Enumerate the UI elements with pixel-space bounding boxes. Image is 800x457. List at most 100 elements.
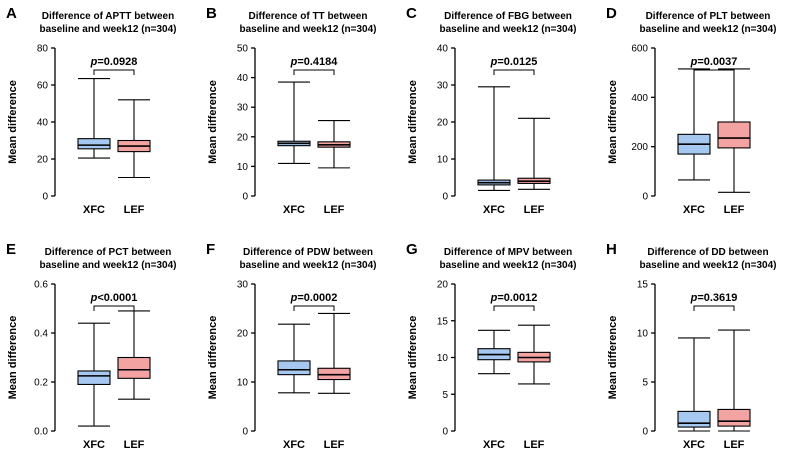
y-tick-label-g-0: 0 [442, 427, 448, 438]
y-tick-label-b-3: 30 [237, 103, 249, 114]
p-value-number-f: =0.0002 [297, 292, 337, 304]
box-lef-d [717, 121, 751, 149]
panel-letter-b: B [206, 5, 217, 22]
y-tick-label-d-2: 400 [631, 93, 648, 104]
panel-title-line1-b: Difference of TT between [249, 11, 368, 22]
p-value-d: p=0.0037 [690, 56, 738, 68]
p-value-number-d: =0.0037 [697, 56, 737, 68]
y-tick-label-f-2: 20 [237, 329, 249, 340]
y-tick-label-b-0: 0 [242, 192, 248, 203]
y-axis-label-h: Mean difference [607, 316, 619, 400]
panel-letter-g: G [406, 241, 418, 258]
panel-title-line2-c: baseline and week12 (n=304) [439, 24, 576, 35]
y-tick-label-e-3: 0.6 [34, 280, 48, 291]
y-tick-label-h-0: 0 [642, 427, 648, 438]
p-value-number-e: <0.0001 [97, 292, 137, 304]
y-tick-label-d-1: 200 [631, 142, 648, 153]
y-tick-label-d-3: 600 [631, 44, 648, 55]
y-tick-label-c-1: 10 [437, 155, 449, 166]
box-lef-h [717, 408, 751, 427]
y-tick-label-e-0: 0.0 [34, 427, 48, 438]
p-value-number-g: =0.0012 [497, 292, 537, 304]
significance-bracket-b [293, 69, 335, 75]
panel-title-line1-c: Difference of FBG between [444, 11, 572, 22]
y-axis-label-a: Mean difference [7, 80, 19, 164]
significance-bracket-g [493, 305, 535, 311]
panel-title-line1-a: Difference of APTT between [42, 11, 174, 22]
panel-letter-e: E [6, 241, 16, 258]
p-value-symbol-e: p [90, 292, 98, 304]
p-value-a: p=0.0928 [90, 56, 138, 68]
x-category-label-xfc-e: XFC [83, 439, 105, 451]
y-tick-label-a-4: 80 [37, 44, 49, 55]
y-tick-label-e-2: 0.4 [34, 329, 48, 340]
panel-letter-d: D [606, 5, 617, 22]
y-tick-label-f-3: 30 [237, 280, 249, 291]
y-axis-label-f: Mean difference [207, 316, 219, 400]
y-tick-label-g-2: 10 [437, 353, 449, 364]
x-category-label-lef-h: LEF [724, 439, 745, 451]
significance-bracket-d [693, 69, 735, 75]
y-tick-label-a-3: 60 [37, 81, 49, 92]
box-xfc-a [77, 138, 111, 150]
x-category-label-xfc-c: XFC [483, 204, 505, 216]
p-value-symbol-a: p [90, 56, 98, 68]
panel-letter-a: A [6, 5, 17, 22]
y-tick-label-c-2: 20 [437, 118, 449, 129]
y-tick-label-c-3: 30 [437, 81, 449, 92]
y-tick-label-a-2: 40 [37, 118, 49, 129]
panel-letter-c: C [406, 5, 417, 22]
significance-bracket-e [93, 305, 135, 311]
p-value-number-c: =0.0125 [497, 56, 537, 68]
p-value-b: p=0.4184 [290, 56, 339, 68]
p-value-number-h: =0.3619 [697, 292, 737, 304]
p-value-number-a: =0.0928 [97, 56, 137, 68]
y-tick-label-b-5: 50 [237, 44, 249, 55]
panel-title-line1-f: Difference of PDW between [243, 247, 373, 258]
panel-title-line1-e: Difference of PCT between [45, 247, 172, 258]
y-tick-label-e-1: 0.2 [34, 378, 48, 389]
y-tick-label-b-4: 40 [237, 73, 249, 84]
panel-letter-h: H [606, 241, 617, 258]
y-tick-label-h-2: 10 [637, 329, 649, 340]
y-tick-label-f-0: 0 [242, 427, 248, 438]
y-axis-label-b: Mean difference [207, 80, 219, 164]
panel-title-line2-h: baseline and week12 (n=304) [639, 260, 776, 271]
p-value-symbol-f: p [290, 292, 298, 304]
panel-letter-f: F [206, 241, 215, 258]
panel-title-line2-e: baseline and week12 (n=304) [39, 260, 176, 271]
panel-title-line2-g: baseline and week12 (n=304) [439, 260, 576, 271]
x-category-label-xfc-h: XFC [683, 439, 705, 451]
y-tick-label-h-1: 5 [642, 378, 648, 389]
p-value-number-b: =0.4184 [297, 56, 338, 68]
box-xfc-e [77, 370, 111, 386]
p-value-symbol-b: p [290, 56, 298, 68]
p-value-symbol-c: p [490, 56, 498, 68]
panel-title-line1-g: Difference of MPV between [444, 247, 572, 258]
panel-title-line2-a: baseline and week12 (n=304) [39, 24, 176, 35]
y-tick-label-f-1: 10 [237, 378, 249, 389]
panel-title-line1-d: Difference of PLT between [646, 11, 771, 22]
p-value-g: p=0.0012 [490, 292, 538, 304]
p-value-symbol-d: p [690, 56, 698, 68]
x-category-label-xfc-d: XFC [683, 204, 705, 216]
significance-bracket-h [693, 305, 735, 311]
x-category-label-lef-b: LEF [324, 204, 345, 216]
y-axis-label-g: Mean difference [407, 316, 419, 400]
box-xfc-f [277, 360, 311, 376]
y-tick-label-g-1: 5 [442, 390, 448, 401]
p-value-e: p<0.0001 [90, 292, 138, 304]
y-axis-label-c: Mean difference [407, 80, 419, 164]
p-value-symbol-h: p [690, 292, 698, 304]
x-category-label-lef-e: LEF [124, 439, 145, 451]
panel-title-line2-f: baseline and week12 (n=304) [239, 260, 376, 271]
significance-bracket-a [93, 69, 135, 75]
significance-bracket-c [493, 69, 535, 75]
y-tick-label-c-0: 0 [442, 192, 448, 203]
y-tick-label-g-3: 15 [437, 316, 449, 327]
x-category-label-xfc-f: XFC [283, 439, 305, 451]
y-tick-label-g-4: 20 [437, 280, 449, 291]
p-value-c: p=0.0125 [490, 56, 538, 68]
y-axis-label-e: Mean difference [7, 316, 19, 400]
